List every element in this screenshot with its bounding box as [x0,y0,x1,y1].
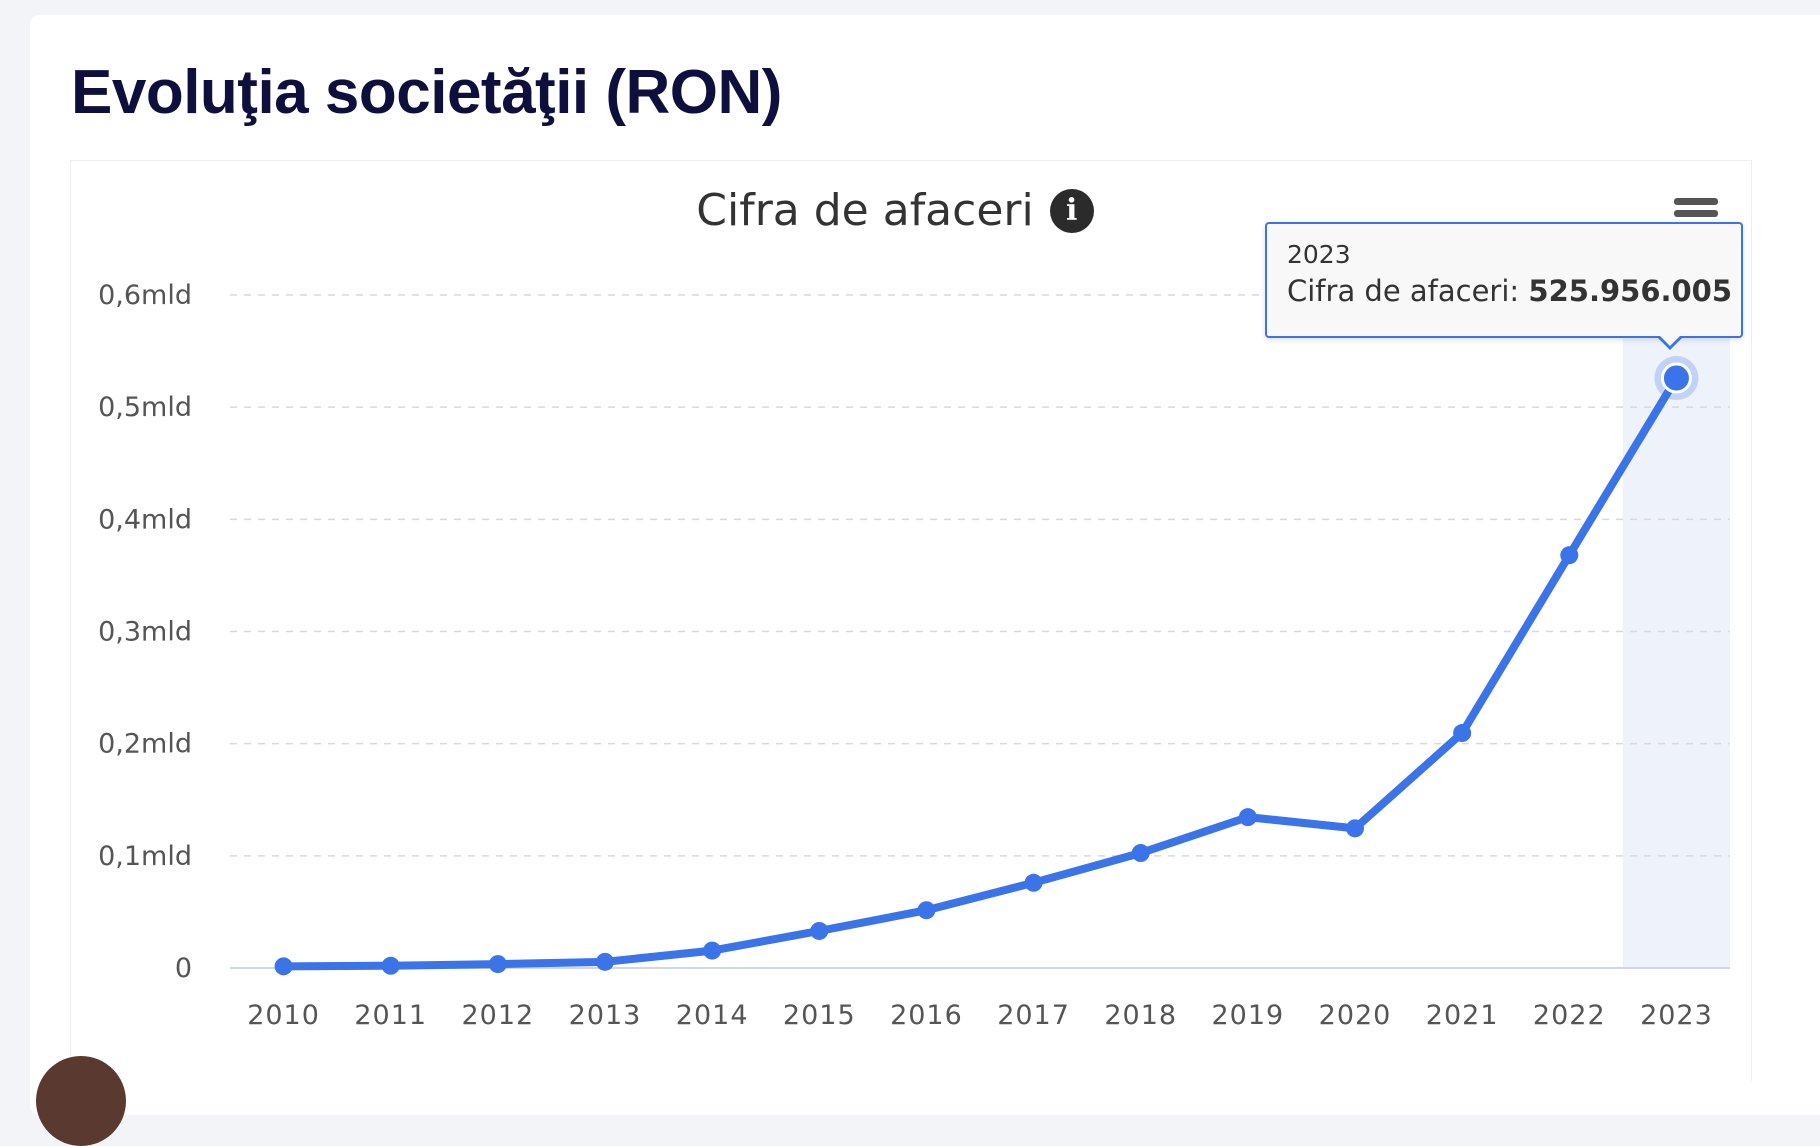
data-point[interactable] [810,921,829,940]
y-tick-label: 0,6mld [98,280,192,311]
x-tick-label: 2014 [676,1000,749,1031]
y-tick-label: 0,4mld [98,504,192,535]
x-tick-label: 2012 [461,1000,534,1031]
tooltip-value: 525.956.005 [1528,274,1733,308]
x-tick-label: 2017 [997,1000,1070,1031]
x-tick-label: 2010 [247,1000,320,1031]
info-icon[interactable]: i [1049,188,1094,233]
data-point[interactable] [381,956,400,975]
data-point[interactable] [596,952,614,971]
section-title: Evoluţia societăţii (RON) [71,58,782,127]
data-tooltip: 2023 Cifra de afaceri: 525.956.005 [1265,222,1743,338]
x-tick-label: 2019 [1211,1000,1284,1031]
data-point[interactable] [917,901,936,920]
x-tick-label: 2016 [890,1000,963,1031]
data-point[interactable] [1131,844,1150,863]
data-point-highlighted[interactable] [1660,362,1692,394]
tooltip-label: Cifra de afaceri: [1287,274,1529,308]
x-tick-label: 2023 [1640,1000,1713,1031]
data-point[interactable] [1453,724,1472,743]
x-tick-label: 2011 [354,1000,427,1031]
x-tick-label: 2021 [1426,1000,1499,1031]
hover-band [1622,325,1730,968]
y-tick-label: 0,1mld [98,841,192,872]
tooltip-arrow-inner [1659,335,1681,346]
x-tick-label: 2015 [783,1000,856,1031]
chart-title: Cifra de afaceri [696,185,1034,236]
data-point[interactable] [1560,546,1579,565]
chart-title-row: Cifra de afaceri i [0,185,1750,236]
tooltip-line: Cifra de afaceri: 525.956.005 [1287,270,1741,312]
data-point[interactable] [1238,808,1257,827]
grid-lines [230,294,1730,969]
x-tick-label: 2022 [1533,1000,1606,1031]
y-tick-label: 0,5mld [98,392,192,423]
data-point[interactable] [274,957,293,976]
y-tick-label: 0,2mld [98,729,192,760]
y-axis-labels: 0 0,1mld 0,2mld 0,3mld 0,4mld 0,5mld 0,6mld [98,280,192,984]
y-tick-label: 0 [175,953,192,984]
x-tick-label: 2020 [1319,1000,1392,1031]
data-point[interactable] [1346,819,1364,838]
data-point[interactable] [703,941,722,960]
x-tick-label: 2018 [1104,1000,1177,1031]
line-chart: 0 0,1mld 0,2mld 0,3mld 0,4mld 0,5mld 0,6mld 20… [98,280,1730,1031]
series-cifra-de-afaceri [274,356,1699,976]
tooltip-year: 2023 [1287,240,1351,269]
series-line [279,374,1681,971]
x-axis-labels: 2010 2011 2012 2013 2014 2015 2016 2017 2018 2019… [247,1000,1713,1031]
x-tick-label: 2013 [569,1000,642,1031]
y-tick-label: 0,3mld [98,617,192,648]
data-point[interactable] [1024,873,1043,892]
data-point[interactable] [488,955,507,974]
